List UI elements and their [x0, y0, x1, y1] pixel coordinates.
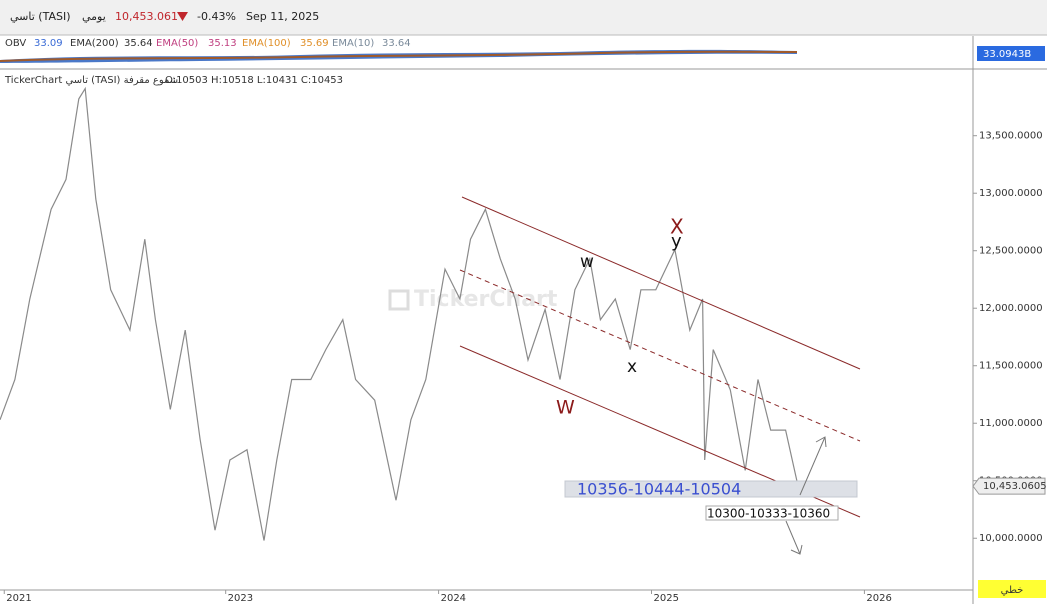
obv-tag [977, 46, 1045, 61]
x-tick-label: 2026 [866, 593, 891, 604]
y-tick-label: 13,500.0000 [979, 131, 1043, 142]
y-tick-label: 12,500.0000 [979, 246, 1043, 257]
period: يومي [82, 10, 106, 23]
obv-value: 33.09 [34, 38, 63, 49]
price: 10,453.061 [115, 10, 178, 23]
ema100-label: EMA(100) [242, 38, 291, 49]
arrow-up [799, 436, 827, 496]
change: -0.43% [197, 10, 236, 23]
last-price-tag [972, 477, 1046, 495]
y-tick-label: 10,000.0000 [979, 533, 1043, 544]
y-tick-label: 11,000.0000 [979, 418, 1043, 429]
ema100-value: 35.69 [300, 38, 329, 49]
obv-label: OBV [5, 38, 26, 49]
x-tick-label: 2023 [228, 593, 253, 604]
obv-tag-text: 33.0943B [983, 49, 1031, 60]
wave-label: y [671, 231, 682, 252]
watermark-icon [388, 289, 410, 311]
ema200-label: EMA(200) [70, 38, 119, 49]
ema10-value: 33.64 [382, 38, 411, 49]
style-button-text[interactable]: خطي [1001, 585, 1024, 596]
target-text: 10300-10333-10360 [707, 507, 830, 521]
last-price-label: 10,453.0605 [983, 481, 1047, 492]
ema200-value: 35.64 [124, 38, 153, 49]
target-box [705, 505, 839, 521]
target-box [564, 480, 858, 498]
y-tick-label: 12,000.0000 [979, 303, 1043, 314]
wave-label: W [556, 397, 575, 419]
x-tick-label: 2021 [6, 593, 31, 604]
style-button[interactable] [978, 580, 1046, 598]
target-text: 10356-10444-10504 [577, 480, 741, 499]
x-tick-label: 2025 [654, 593, 679, 604]
channel-mid [459, 269, 861, 442]
price-line [0, 86, 799, 541]
y-tick-label: 11,500.0000 [979, 361, 1043, 372]
date: Sep 11, 2025 [246, 10, 319, 23]
ema50-label: EMA(50) [156, 38, 198, 49]
wave-label: X [670, 215, 684, 239]
wave-label: w [580, 252, 594, 272]
symbol: تاسي (TASI) [10, 10, 71, 23]
channel-upper [461, 196, 861, 370]
ema50-value: 35.13 [208, 38, 237, 49]
down-icon [177, 12, 188, 21]
legend-title: TickerChart تاسي (TASI) شموع مقرفة [4, 75, 178, 86]
header-bar [0, 0, 1047, 35]
y-tick-label: 13,000.0000 [979, 188, 1043, 199]
arrow-down [785, 520, 803, 555]
plot: 10,000.000010,500.000011,000.000011,500.… [0, 86, 1043, 604]
x-tick-label: 2024 [441, 593, 466, 604]
watermark: TickerChart [414, 287, 558, 312]
ema10-label: EMA(10) [332, 38, 374, 49]
wave-label: x [627, 357, 637, 377]
obv-ema [0, 50, 798, 62]
ohlc: O:10503 H:10518 L:10431 C:10453 [165, 75, 343, 86]
